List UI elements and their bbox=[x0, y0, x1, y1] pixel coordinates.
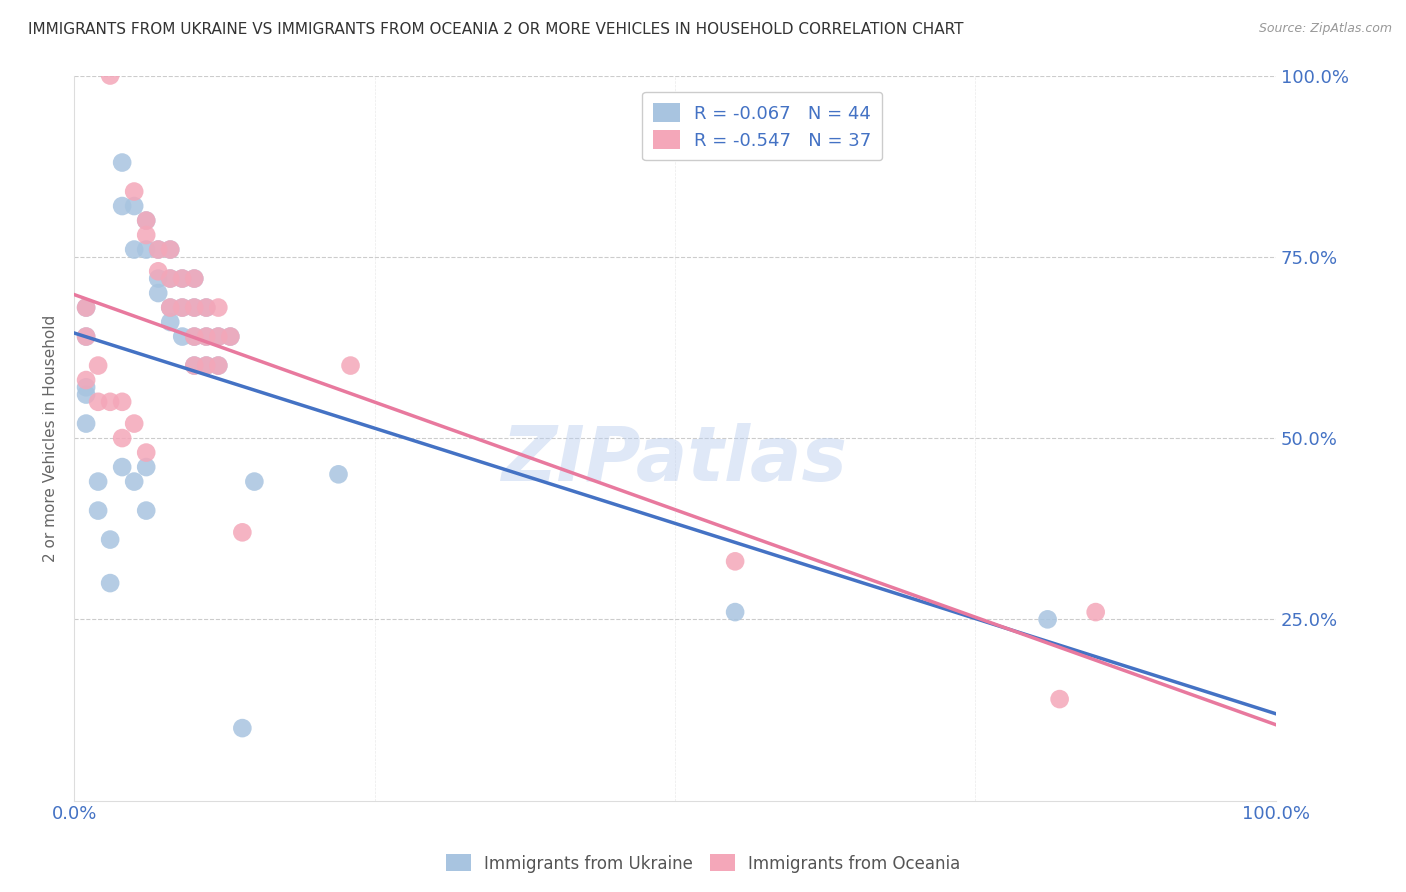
Point bbox=[135, 460, 157, 475]
Point bbox=[111, 460, 134, 475]
Point bbox=[219, 329, 242, 343]
Text: Source: ZipAtlas.com: Source: ZipAtlas.com bbox=[1258, 22, 1392, 36]
Legend: Immigrants from Ukraine, Immigrants from Oceania: Immigrants from Ukraine, Immigrants from… bbox=[439, 847, 967, 880]
Point bbox=[195, 301, 218, 315]
Point bbox=[111, 394, 134, 409]
Point bbox=[75, 329, 97, 343]
Point bbox=[207, 359, 229, 373]
Point bbox=[195, 329, 218, 343]
Point bbox=[98, 69, 121, 83]
Point bbox=[724, 605, 747, 619]
Point bbox=[111, 431, 134, 445]
Point bbox=[207, 359, 229, 373]
Point bbox=[195, 359, 218, 373]
Point bbox=[87, 394, 110, 409]
Point bbox=[172, 301, 194, 315]
Point bbox=[148, 243, 170, 257]
Point bbox=[122, 475, 145, 489]
Point bbox=[724, 554, 747, 568]
Point bbox=[148, 243, 170, 257]
Point bbox=[98, 576, 121, 591]
Point bbox=[172, 329, 194, 343]
Point bbox=[1084, 605, 1107, 619]
Point bbox=[183, 329, 205, 343]
Point bbox=[122, 417, 145, 431]
Point bbox=[98, 533, 121, 547]
Point bbox=[159, 301, 181, 315]
Point bbox=[98, 394, 121, 409]
Point bbox=[183, 301, 205, 315]
Point bbox=[75, 417, 97, 431]
Point bbox=[135, 503, 157, 517]
Point bbox=[1036, 612, 1059, 626]
Point bbox=[75, 301, 97, 315]
Point bbox=[195, 329, 218, 343]
Legend: R = -0.067   N = 44, R = -0.547   N = 37: R = -0.067 N = 44, R = -0.547 N = 37 bbox=[643, 92, 883, 161]
Point bbox=[159, 243, 181, 257]
Point bbox=[243, 475, 266, 489]
Point bbox=[111, 155, 134, 169]
Point bbox=[183, 301, 205, 315]
Point bbox=[183, 359, 205, 373]
Point bbox=[75, 301, 97, 315]
Point bbox=[159, 315, 181, 329]
Point bbox=[183, 271, 205, 285]
Point bbox=[122, 199, 145, 213]
Point bbox=[207, 329, 229, 343]
Point bbox=[135, 243, 157, 257]
Point bbox=[135, 213, 157, 227]
Point bbox=[172, 271, 194, 285]
Point bbox=[207, 301, 229, 315]
Point bbox=[122, 185, 145, 199]
Point bbox=[183, 359, 205, 373]
Point bbox=[75, 387, 97, 401]
Point bbox=[172, 301, 194, 315]
Point bbox=[159, 301, 181, 315]
Point bbox=[159, 243, 181, 257]
Point bbox=[148, 264, 170, 278]
Point bbox=[1049, 692, 1071, 706]
Point bbox=[195, 359, 218, 373]
Point bbox=[122, 243, 145, 257]
Point bbox=[135, 227, 157, 242]
Point bbox=[172, 271, 194, 285]
Text: IMMIGRANTS FROM UKRAINE VS IMMIGRANTS FROM OCEANIA 2 OR MORE VEHICLES IN HOUSEHO: IMMIGRANTS FROM UKRAINE VS IMMIGRANTS FR… bbox=[28, 22, 963, 37]
Y-axis label: 2 or more Vehicles in Household: 2 or more Vehicles in Household bbox=[44, 315, 58, 562]
Point bbox=[148, 286, 170, 301]
Point bbox=[111, 199, 134, 213]
Point bbox=[159, 271, 181, 285]
Point bbox=[339, 359, 361, 373]
Point bbox=[135, 445, 157, 459]
Point bbox=[219, 329, 242, 343]
Point bbox=[87, 359, 110, 373]
Point bbox=[148, 271, 170, 285]
Point bbox=[87, 503, 110, 517]
Point bbox=[231, 525, 253, 540]
Point bbox=[75, 373, 97, 387]
Point bbox=[135, 213, 157, 227]
Point bbox=[183, 271, 205, 285]
Point bbox=[75, 329, 97, 343]
Point bbox=[87, 475, 110, 489]
Point bbox=[207, 329, 229, 343]
Point bbox=[183, 329, 205, 343]
Point bbox=[231, 721, 253, 735]
Point bbox=[195, 301, 218, 315]
Point bbox=[75, 380, 97, 394]
Point bbox=[159, 271, 181, 285]
Text: ZIPatlas: ZIPatlas bbox=[502, 423, 848, 497]
Point bbox=[328, 467, 350, 482]
